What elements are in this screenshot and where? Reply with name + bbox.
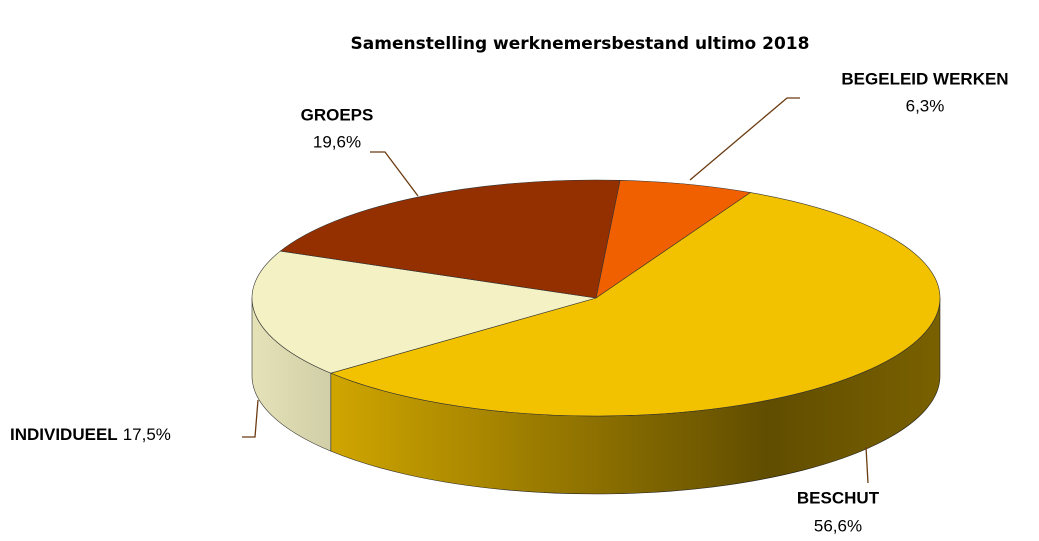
- slice: [251, 250, 597, 374]
- leader-line: [689, 97, 800, 181]
- slice: [595, 179, 752, 299]
- slice-value: 56,6%: [814, 516, 862, 535]
- leader-line: [865, 446, 869, 484]
- slice-side-shade: [330, 298, 941, 494]
- slice-value: 19,6%: [313, 132, 361, 151]
- slice: [279, 179, 621, 299]
- slice-side-shade: [252, 298, 331, 452]
- slice-label: GROEPS: [301, 105, 374, 124]
- slice-value: 17,5%: [123, 425, 171, 444]
- slice-label-group: INDIVIDUEEL 17,5%: [10, 425, 171, 444]
- slice-label: INDIVIDUEEL: [10, 425, 118, 444]
- slice-label: BEGELEID WERKEN: [841, 69, 1008, 88]
- slice-label: BESCHUT: [797, 488, 880, 507]
- slice: [329, 192, 941, 417]
- pie: [251, 179, 941, 495]
- slice-value: 6,3%: [906, 96, 945, 115]
- leader-line: [242, 399, 259, 438]
- chart-title: Samenstelling werknemersbestand ultimo 2…: [351, 34, 810, 54]
- leader-line: [370, 151, 419, 197]
